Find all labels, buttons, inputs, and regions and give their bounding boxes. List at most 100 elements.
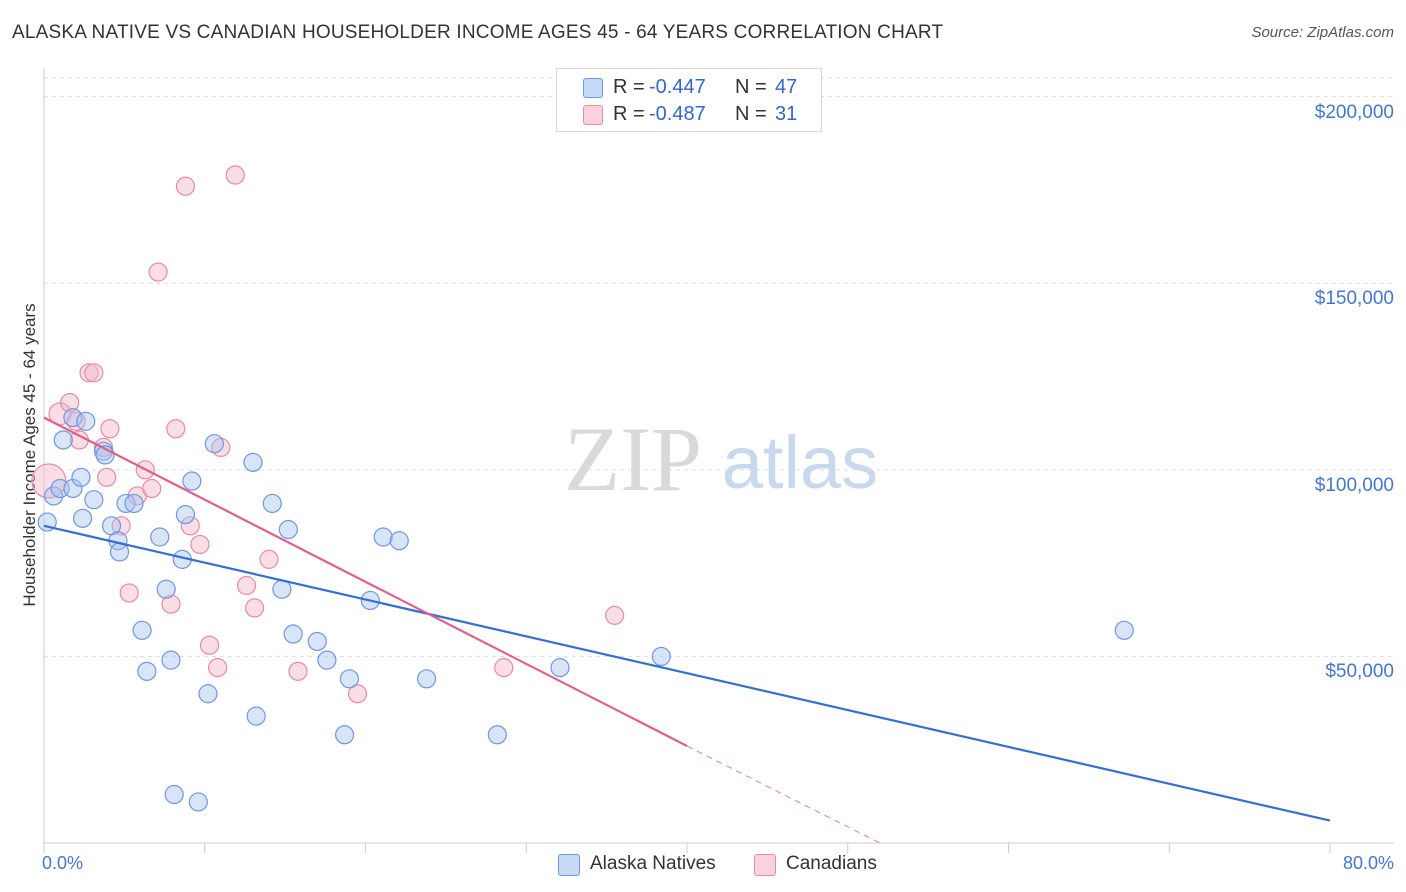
n-label: N = [735,103,767,125]
canadians-point [148,262,168,282]
alaska-natives-point [651,646,671,667]
canadians-point [119,583,139,603]
watermark-zip: ZIP [564,408,702,510]
alaska-natives-point [283,624,303,644]
alaska-natives-point [150,527,170,547]
alaska-natives-point [335,725,355,745]
canadians-points [31,165,625,704]
alaska-natives-point [272,579,292,599]
alaska-natives-point [243,452,263,472]
alaska-natives-point [317,650,337,670]
canadians-point [161,594,181,614]
alaska-natives-point [53,430,73,450]
y-tick-label: $50,000 [1325,661,1394,683]
alaska-natives-point [71,467,91,487]
source-label: Source: ZipAtlas.com [1251,24,1394,41]
y-tick-label: $200,000 [1314,101,1394,123]
canadians-point [175,176,196,196]
alaska-natives-point [278,519,298,540]
stats-legend-row-canadians: R = -0.487 N = 31 [557,100,821,128]
canadians-point [190,534,210,555]
x-tick-label-max: 80.0% [1342,853,1394,873]
alaska-natives-point [164,784,184,805]
gridlines [44,77,1394,657]
alaska-natives-trend-line [43,524,1331,822]
legend-swatch-blue [583,78,603,98]
watermark: ZIP atlas [564,408,878,510]
n-label: N = [735,76,767,98]
alaska-natives-point [373,527,393,547]
alaska-natives-point [550,658,570,678]
alaska-natives-point [198,684,218,704]
canadians-point [60,393,80,413]
canadians-point [605,605,625,625]
alaska-natives-point [262,493,282,514]
canadians-trend-extension [686,745,881,844]
axes [43,68,1394,853]
alaska-natives-point [307,631,327,652]
canadians-point [288,661,308,681]
watermark-atlas: atlas [722,421,878,504]
canadians-trend-line [43,416,688,747]
alaska-natives-point [63,407,83,428]
alaska-natives-point [76,411,96,431]
alaska-natives-point [188,792,208,812]
canadians-point [97,467,117,487]
alaska-natives-point [116,493,136,514]
legend-swatch-pink [583,105,603,125]
trend-lines [43,416,1331,844]
canadians-point [142,478,162,499]
canadians-point [166,419,186,439]
canadians-point [208,658,228,678]
x-tick-label-min: 0.0% [42,853,84,873]
canadians-point [225,165,245,185]
chart-title: ALASKA NATIVE VS CANADIAN HOUSEHOLDER IN… [12,22,944,43]
legend-swatch-blue [558,854,580,876]
stats-legend: R = -0.447 N = 47 R = -0.487 N = 31 [556,68,822,132]
r-label: R = [613,103,645,125]
canadians-point [66,411,86,431]
stats-legend-row-alaska: R = -0.447 N = 47 [557,73,821,101]
alaska-natives-point [156,579,176,599]
alaska-natives-point [132,620,152,640]
alaska-natives-point [84,490,104,510]
alaska-natives-point [487,725,507,745]
y-tick-label: $100,000 [1314,474,1394,496]
alaska-natives-point [416,669,437,689]
alaska-natives-point [339,669,360,689]
alaska-natives-point [1114,620,1134,640]
legend-swatch-pink [754,854,776,876]
canadians-point [111,516,131,536]
canadians-point [244,598,265,618]
alaska-natives-point [137,661,157,681]
n-value: 31 [775,103,798,125]
alaska-natives-point [44,486,64,506]
alaska-natives-point [63,478,83,499]
alaska-natives-point [182,471,202,491]
legend-label: Canadians [786,853,877,874]
alaska-natives-point [246,706,266,726]
alaska-natives-point [72,508,93,528]
canadians-point [347,684,368,704]
canadians-point [180,516,200,536]
alaska-natives-point [204,434,224,454]
canadians-point [84,363,104,383]
legend-label: Alaska Natives [590,853,716,874]
r-value: -0.487 [649,103,706,125]
canadians-point [259,549,279,569]
y-tick-label: $150,000 [1314,288,1394,310]
r-label: R = [613,76,645,98]
canadians-point [236,575,257,596]
alaska-natives-points [37,407,1134,812]
alaska-natives-point [389,531,409,551]
canadians-point [494,658,514,678]
canadians-point [199,635,220,655]
n-value: 47 [775,76,798,98]
canadians-point [100,419,120,439]
r-value: -0.447 [649,76,706,98]
alaska-natives-point [124,493,144,514]
alaska-natives-point [175,505,196,525]
alaska-natives-point [161,650,181,670]
canadians-point [79,363,99,383]
